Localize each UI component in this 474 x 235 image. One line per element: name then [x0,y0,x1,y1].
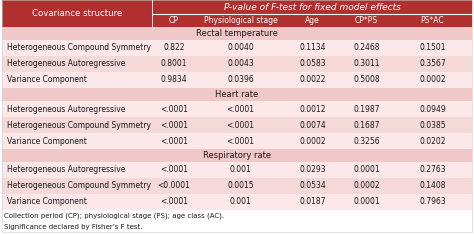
Text: 0.9834: 0.9834 [161,75,187,85]
Bar [2,210,472,234]
Text: <.0001: <.0001 [160,137,188,145]
Text: 0.0002: 0.0002 [299,137,326,145]
Text: <.0001: <.0001 [160,197,188,207]
Text: <.0001: <.0001 [160,165,188,175]
Text: 0.0583: 0.0583 [299,59,326,68]
Bar [2,101,472,117]
Text: 0.0001: 0.0001 [353,165,380,175]
Text: 0.3567: 0.3567 [419,59,446,68]
Text: <.0001: <.0001 [227,105,255,114]
Text: 0.0002: 0.0002 [353,181,380,191]
Text: CP*PS: CP*PS [355,16,378,25]
Text: Heterogeneous Compound Symmetry: Heterogeneous Compound Symmetry [7,43,151,52]
Bar [2,149,472,162]
Bar [2,133,472,149]
Bar [2,27,472,40]
Text: Rectal temperature: Rectal temperature [196,29,278,38]
Text: 0.1408: 0.1408 [419,181,446,191]
Text: <.0001: <.0001 [227,137,255,145]
Text: 0.0015: 0.0015 [227,181,254,191]
Text: 0.0022: 0.0022 [299,75,326,85]
Bar [2,72,472,88]
Bar [2,0,472,27]
Text: Heterogeneous Autoregressive: Heterogeneous Autoregressive [7,165,126,175]
Text: Respiratory rate: Respiratory rate [203,151,271,160]
Text: <.0001: <.0001 [227,121,255,129]
Text: 0.0293: 0.0293 [299,165,326,175]
Text: 0.1687: 0.1687 [353,121,380,129]
Text: 0.001: 0.001 [229,197,251,207]
Bar [2,40,472,56]
Text: 0.0001: 0.0001 [353,197,380,207]
Text: Variance Component: Variance Component [7,75,87,85]
Text: P-value of F-test for fixed model effects: P-value of F-test for fixed model effect… [224,3,401,12]
Text: 0.0949: 0.0949 [419,105,446,114]
Text: Physiological stage: Physiological stage [204,16,277,25]
Text: Heterogeneous Autoregressive: Heterogeneous Autoregressive [7,59,126,68]
Text: 0.3011: 0.3011 [353,59,380,68]
Text: Age: Age [305,16,320,25]
Text: 0.1987: 0.1987 [353,105,380,114]
Bar [2,194,472,210]
Text: 0.0040: 0.0040 [227,43,254,52]
Text: 0.0202: 0.0202 [419,137,446,145]
Text: PS*AC: PS*AC [421,16,444,25]
Text: Significance declared by Fisher’s F test.: Significance declared by Fisher’s F test… [4,224,143,230]
Text: 0.001: 0.001 [229,165,251,175]
Bar [2,56,472,72]
Text: 0.2468: 0.2468 [353,43,380,52]
Text: <0.0001: <0.0001 [157,181,191,191]
Text: Heterogeneous Compound Symmetry: Heterogeneous Compound Symmetry [7,181,151,191]
Text: Collection period (CP); physiological stage (PS); age class (AC).: Collection period (CP); physiological st… [4,213,224,219]
Text: Variance Component: Variance Component [7,197,87,207]
Bar [2,162,472,178]
Text: 0.0012: 0.0012 [299,105,326,114]
Text: 0.3256: 0.3256 [353,137,380,145]
Text: <.0001: <.0001 [160,105,188,114]
Text: 0.0074: 0.0074 [299,121,326,129]
Text: Heart rate: Heart rate [215,90,259,99]
Bar [2,117,472,133]
Bar [2,178,472,194]
Text: Heterogeneous Autoregressive: Heterogeneous Autoregressive [7,105,126,114]
Text: <.0001: <.0001 [160,121,188,129]
Text: 0.1501: 0.1501 [419,43,446,52]
Text: Heterogeneous Compound Symmetry: Heterogeneous Compound Symmetry [7,121,151,129]
Text: 0.1134: 0.1134 [299,43,326,52]
Text: 0.5008: 0.5008 [353,75,380,85]
Text: 0.0002: 0.0002 [419,75,446,85]
Bar [2,88,472,101]
Text: 0.0396: 0.0396 [227,75,254,85]
Text: 0.822: 0.822 [163,43,185,52]
Text: CP: CP [169,16,179,25]
Text: Covariance structure: Covariance structure [32,9,122,18]
Text: 0.8001: 0.8001 [161,59,187,68]
Text: 0.7963: 0.7963 [419,197,446,207]
Text: Variance Component: Variance Component [7,137,87,145]
Text: 0.2763: 0.2763 [419,165,446,175]
Text: 0.0534: 0.0534 [299,181,326,191]
Text: 0.0187: 0.0187 [299,197,326,207]
Text: 0.0385: 0.0385 [419,121,446,129]
Text: 0.0043: 0.0043 [227,59,254,68]
